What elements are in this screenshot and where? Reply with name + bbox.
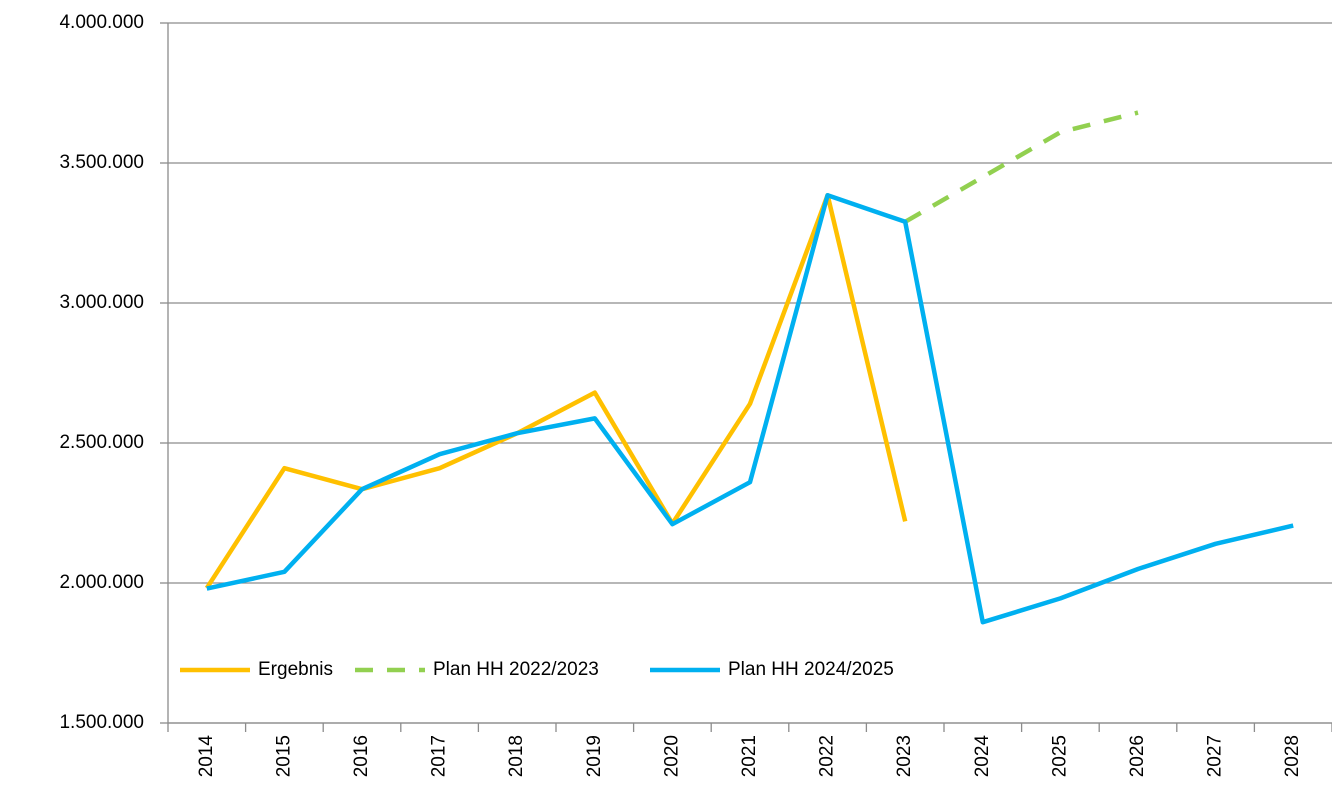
x-tick-label: 2015 xyxy=(273,735,294,777)
y-tick-label: 2.500.000 xyxy=(59,432,144,453)
x-tick-label: 2020 xyxy=(661,735,682,777)
series-line xyxy=(204,192,908,590)
y-tick-label: 3.000.000 xyxy=(59,292,144,313)
x-tick-label: 2023 xyxy=(894,735,915,777)
x-tick-label: 2022 xyxy=(817,735,838,777)
y-tick-label: 1.500.000 xyxy=(59,712,144,733)
x-tick-label: 2027 xyxy=(1205,735,1226,777)
x-tick-label: 2016 xyxy=(351,735,372,777)
x-tick-label: 2019 xyxy=(584,735,605,777)
x-tick-label: 2025 xyxy=(1049,735,1070,777)
y-tick-label: 2.000.000 xyxy=(59,572,144,593)
x-tick-label: 2024 xyxy=(972,735,993,778)
legend-label: Plan HH 2022/2023 xyxy=(433,659,599,680)
x-tick-label: 2028 xyxy=(1282,735,1303,777)
y-tick-label: 3.500.000 xyxy=(59,152,144,173)
y-tick-label: 4.000.000 xyxy=(59,12,144,33)
x-tick-label: 2017 xyxy=(429,735,450,777)
legend-label: Ergebnis xyxy=(258,659,333,680)
x-tick-label: 2021 xyxy=(739,735,760,777)
series-line xyxy=(206,192,1294,625)
x-tick-label: 2026 xyxy=(1127,735,1148,777)
legend-label: Plan HH 2024/2025 xyxy=(728,659,894,680)
series-line xyxy=(904,110,1139,224)
x-tick-label: 2018 xyxy=(506,735,527,777)
x-tick-label: 2014 xyxy=(196,735,217,778)
